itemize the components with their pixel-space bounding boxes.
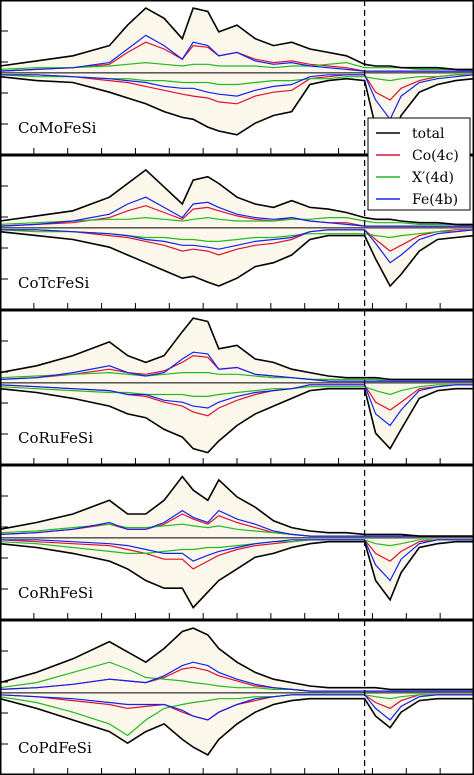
series-total-spin-up: [0, 475, 474, 537]
panel-title: CoRhFeSi: [18, 584, 93, 602]
series-X′(4d)-spin-up: [0, 216, 474, 227]
series-Fe(4b)-spin-up: [0, 661, 474, 692]
legend-label: total: [412, 126, 445, 142]
legend: total Co(4c) X′(4d) Fe(4b): [367, 117, 471, 211]
series-Fe(4b)-spin-up: [0, 509, 474, 537]
series-Fe(4b)-spin-down: [0, 694, 474, 721]
legend-label: Co(4c): [412, 148, 459, 164]
legend-label: Fe(4b): [412, 192, 458, 208]
series-total-spin-down: [0, 697, 474, 756]
series-Fe(4b)-spin-down: [0, 384, 474, 427]
series-total-spin-up: [0, 317, 474, 381]
series-total-spin-up: [0, 627, 474, 691]
total-fill-area: [0, 476, 474, 608]
series-Co(4c)-spin-down: [0, 229, 474, 256]
panel-CoRhFeSi: CoRhFeSi: [0, 465, 474, 620]
series-Fe(4b)-spin-up: [0, 351, 474, 382]
series-X′(4d)-spin-down: [0, 384, 474, 397]
series-Co(4c)-spin-down: [0, 694, 474, 721]
series-Fe(4b)-spin-down: [0, 229, 474, 264]
panel-CoTcFeSi: CoTcFeSi: [0, 155, 474, 310]
series-Fe(4b)-spin-down: [0, 539, 474, 582]
series-Fe(4b)-spin-up: [0, 196, 474, 227]
panel-title: CoMoFeSi: [18, 119, 97, 137]
legend-label: X′(4d): [412, 170, 454, 186]
series-total-spin-up: [0, 7, 474, 71]
total-fill-area: [0, 8, 474, 143]
series-Co(4c)-spin-down: [0, 74, 474, 105]
series-total-spin-up: [0, 168, 474, 226]
series-X′(4d)-spin-down: [0, 694, 474, 737]
series-Co(4c)-spin-down: [0, 539, 474, 570]
series-total-spin-down: [0, 230, 474, 288]
series-Fe(4b)-spin-down: [0, 74, 474, 121]
series-total-spin-down: [0, 540, 474, 609]
series-total-spin-down: [0, 387, 474, 454]
total-fill-area: [0, 318, 474, 453]
series-Fe(4b)-spin-up: [0, 34, 474, 72]
panel-title: CoRuFeSi: [18, 429, 93, 447]
panel-CoPdFeSi: CoPdFeSi: [0, 620, 474, 775]
total-fill-area: [0, 628, 474, 755]
panel-CoMoFeSi: CoMoFeSi: [0, 0, 474, 155]
panel-title: CoPdFeSi: [18, 739, 92, 757]
panel-CoRuFeSi: CoRuFeSi: [0, 310, 474, 465]
panel-title: CoTcFeSi: [18, 274, 89, 292]
series-X′(4d)-spin-down: [0, 74, 474, 86]
